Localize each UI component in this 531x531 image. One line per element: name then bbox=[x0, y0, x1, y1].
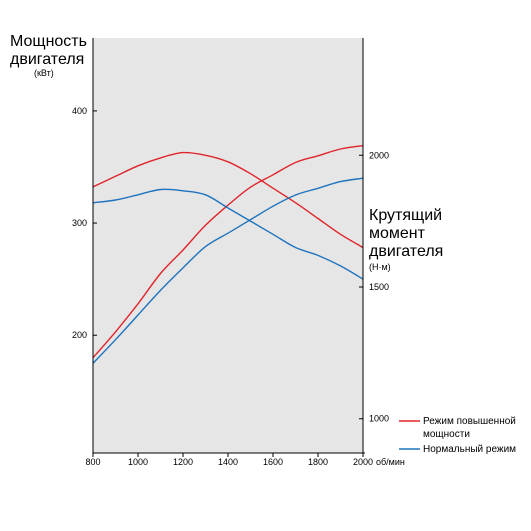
x-tick-label: 1600 bbox=[263, 457, 283, 467]
torque-axis-ticks: 1000 1500 2000 bbox=[359, 150, 389, 424]
x-tick-label: 1000 bbox=[128, 457, 148, 467]
torque-tick-label: 1000 bbox=[369, 414, 389, 424]
power-axis-unit: (кВт) bbox=[34, 68, 54, 78]
power-curve-high-power bbox=[92, 145, 364, 359]
x-tick-label: 1400 bbox=[218, 457, 238, 467]
power-tick-label: 300 bbox=[72, 218, 87, 228]
legend-label-normal: Нормальный режим bbox=[423, 444, 516, 455]
power-axis-title-line-2: двигателя bbox=[10, 51, 84, 68]
torque-tick-label: 2000 bbox=[369, 150, 389, 160]
series-lines bbox=[92, 145, 364, 364]
torque-axis-title-line-2: момент bbox=[369, 225, 426, 242]
x-tick-label: 2000 bbox=[353, 457, 373, 467]
x-axis-unit: об/мин bbox=[376, 457, 405, 467]
power-axis-ticks: 200 300 400 bbox=[72, 106, 97, 340]
torque-axis-title-line-3: двигателя bbox=[369, 243, 443, 260]
legend-label-high-power-line-2: мощности bbox=[423, 429, 470, 440]
torque-tick-label: 1500 bbox=[369, 282, 389, 292]
power-curve-normal bbox=[92, 177, 364, 364]
x-tick-label: 1800 bbox=[308, 457, 328, 467]
power-axis-title-line-1: Мощность bbox=[10, 33, 87, 50]
x-tick-label: 800 bbox=[85, 457, 100, 467]
torque-axis-unit: (Н·м) bbox=[369, 262, 391, 272]
torque-curve-normal bbox=[92, 188, 364, 280]
torque-curve-high-power bbox=[92, 151, 364, 249]
power-tick-label: 200 bbox=[72, 330, 87, 340]
power-tick-label: 400 bbox=[72, 106, 87, 116]
x-tick-label: 1200 bbox=[173, 457, 193, 467]
legend-label-high-power-line-1: Режим повышенной bbox=[423, 416, 516, 427]
x-axis-ticks: 800 1000 1200 1400 1600 1800 2000 bbox=[85, 453, 373, 467]
legend: Режим повышенной мощности Нормальный реж… bbox=[399, 416, 516, 455]
torque-axis-title-line-1: Крутящий bbox=[369, 207, 442, 224]
plot-area bbox=[93, 38, 363, 453]
